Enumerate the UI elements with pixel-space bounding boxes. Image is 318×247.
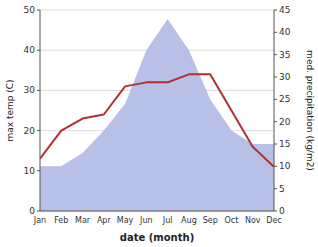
y2-tick bbox=[274, 121, 277, 122]
y-tick bbox=[37, 50, 40, 51]
y-tick-label: 10 bbox=[24, 166, 36, 176]
y2-tick bbox=[274, 188, 277, 189]
y-tick bbox=[37, 10, 40, 11]
y-tick-label: 30 bbox=[24, 85, 36, 95]
precipitation-area bbox=[40, 19, 274, 211]
y-tick bbox=[37, 170, 40, 171]
x-tick-label: Jan bbox=[33, 216, 46, 225]
y-tick bbox=[37, 90, 40, 91]
y2-tick bbox=[274, 99, 277, 100]
y2-tick-label: 10 bbox=[279, 161, 291, 171]
x-tick-label: Dec bbox=[266, 216, 281, 225]
y2-tick-label: 35 bbox=[279, 50, 290, 60]
y-tick-label: 50 bbox=[24, 5, 36, 15]
y2-tick-label: 0 bbox=[279, 206, 285, 216]
grid-line bbox=[40, 10, 274, 11]
y2-tick bbox=[274, 54, 277, 55]
y2-tick-label: 30 bbox=[279, 72, 291, 82]
y-tick bbox=[37, 211, 40, 212]
x-tick-label: Oct bbox=[225, 216, 239, 225]
x-tick-label: Mar bbox=[75, 216, 91, 225]
x-axis bbox=[40, 211, 274, 212]
temperature-line bbox=[40, 74, 274, 166]
x-tick-label: Jun bbox=[139, 216, 153, 225]
y2-tick bbox=[274, 77, 277, 78]
y2-tick-label: 20 bbox=[279, 117, 291, 127]
grid-line bbox=[40, 211, 274, 212]
x-tick-label: Feb bbox=[54, 216, 68, 225]
x-tick-label: Jul bbox=[162, 216, 173, 225]
y2-tick-label: 5 bbox=[279, 184, 285, 194]
x-tick-label: May bbox=[117, 216, 134, 225]
y2-axis-label: med. precipitation (kg/m2) bbox=[305, 50, 315, 171]
plot-area bbox=[40, 19, 274, 211]
x-tick-label: Apr bbox=[97, 216, 112, 225]
y-tick-label: 20 bbox=[24, 126, 36, 136]
y2-tick-label: 15 bbox=[279, 139, 290, 149]
y2-axis bbox=[274, 10, 275, 211]
y2-tick-label: 40 bbox=[279, 27, 291, 37]
y2-tick bbox=[274, 211, 277, 212]
y-tick-label: 0 bbox=[29, 206, 35, 216]
y-tick bbox=[37, 130, 40, 131]
x-tick-label: Sep bbox=[203, 216, 218, 225]
y-tick-label: 40 bbox=[24, 45, 36, 55]
chart: 0 10 20 30 40 50 0 5 10 15 20 25 30 35 40 45 Jan Feb Mar Ap… bbox=[0, 0, 318, 247]
y2-tick-label: 25 bbox=[279, 94, 290, 104]
y-axis-label: max temp (C) bbox=[5, 79, 15, 141]
y2-tick-label: 45 bbox=[279, 5, 290, 15]
x-tick-label: Nov bbox=[245, 216, 261, 225]
y2-tick bbox=[274, 144, 277, 145]
y2-tick bbox=[274, 166, 277, 167]
y-axis bbox=[40, 10, 41, 211]
y2-tick bbox=[274, 32, 277, 33]
y2-tick bbox=[274, 10, 277, 11]
x-tick-label: Aug bbox=[181, 216, 197, 225]
x-axis-label: date (month) bbox=[120, 232, 194, 243]
